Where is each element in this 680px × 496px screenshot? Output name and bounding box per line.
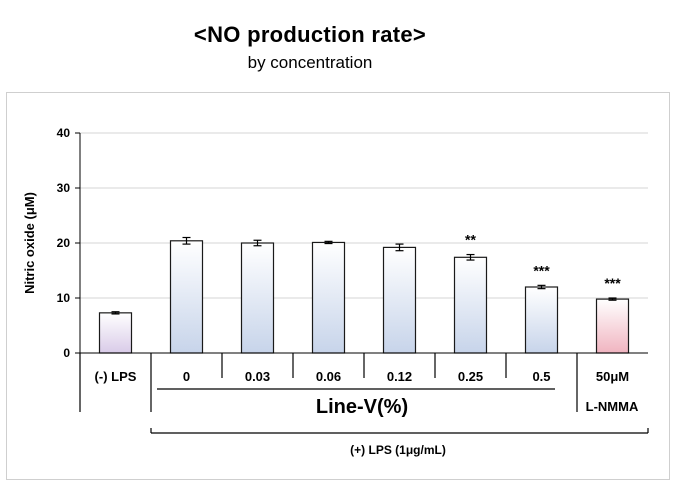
significance-label: ** [465, 232, 476, 248]
x-tick-label: 0.25 [458, 369, 483, 384]
y-tick-label: 0 [63, 346, 70, 360]
bar-1 [169, 240, 204, 354]
x-tick-label: 0.06 [316, 369, 341, 384]
bars: ******** [98, 232, 630, 354]
chart-title: <NO production rate> [193, 22, 427, 47]
significance-label: *** [533, 262, 550, 278]
x-tick-label: 0.5 [532, 369, 550, 384]
bar-2 [240, 242, 275, 354]
axes: Nitric oxide (μM) Line-V(%) L-NMMA (+) L… [22, 126, 649, 457]
x-tick-label: 50μM [596, 369, 629, 384]
x-tick-label: 0 [183, 369, 190, 384]
bar-6 [524, 286, 559, 354]
bar-4 [382, 246, 417, 354]
bar-3 [311, 241, 346, 354]
control-label-l-nmma: L-NMMA [586, 399, 639, 414]
y-tick-label: 30 [57, 181, 71, 195]
significance-label: *** [604, 275, 621, 291]
gridlines [80, 132, 648, 299]
bar-7 [595, 298, 630, 354]
y-axis-label: Nitric oxide (μM) [22, 192, 37, 294]
chart-subtitle: by concentration [247, 53, 373, 72]
group-label-line-v: Line-V(%) [316, 396, 408, 418]
y-tick-label: 20 [57, 236, 71, 250]
bar-5 [453, 256, 488, 354]
y-tick-label: 40 [57, 126, 71, 140]
x-tick-label: 0.03 [245, 369, 270, 384]
x-tick-label: 0.12 [387, 369, 412, 384]
bar-0 [98, 312, 133, 354]
lps-label: (+) LPS (1μg/mL) [350, 443, 446, 457]
y-tick-label: 10 [57, 291, 71, 305]
x-tick-label: (-) LPS [95, 369, 137, 384]
